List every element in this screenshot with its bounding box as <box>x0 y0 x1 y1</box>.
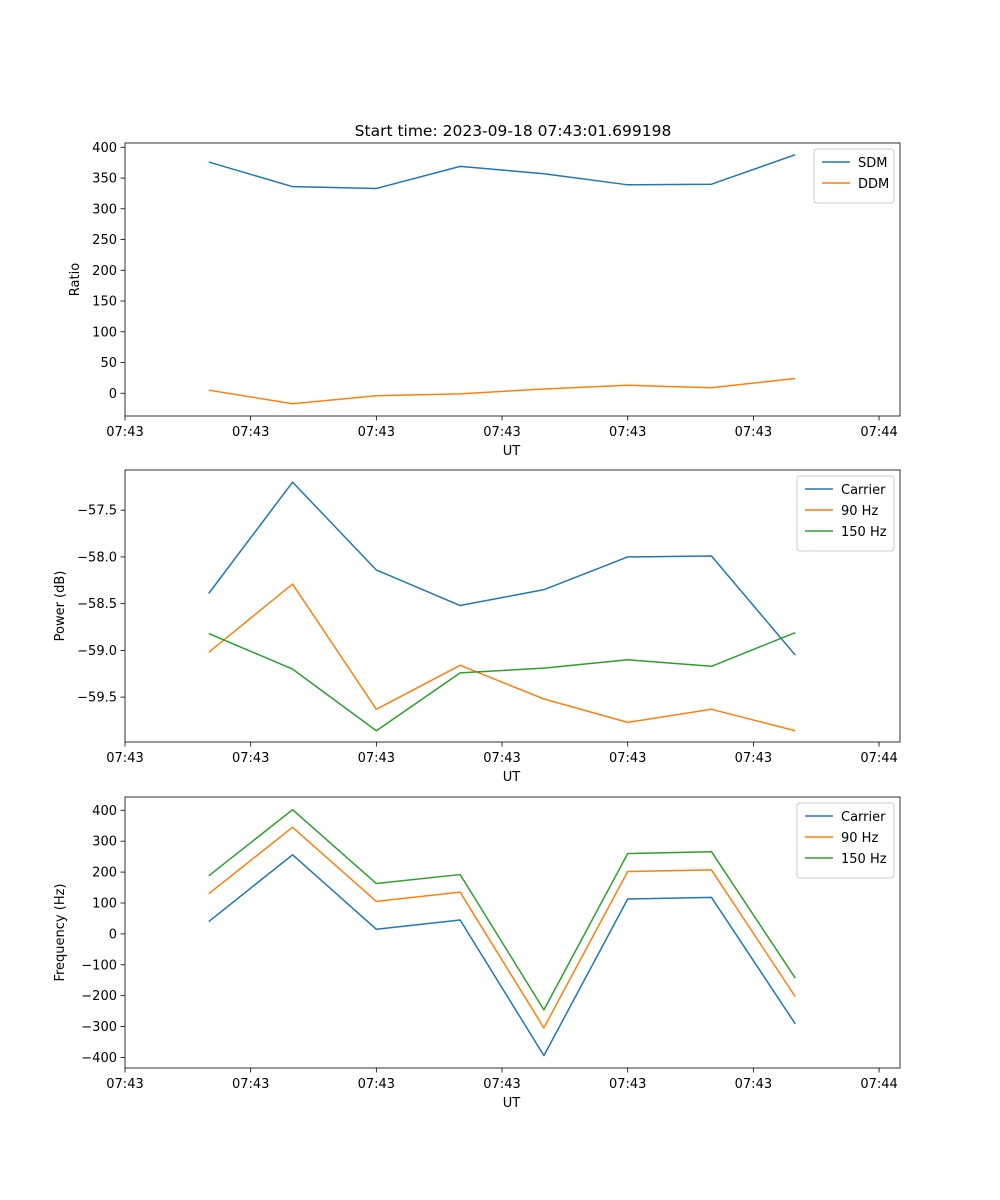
frequency-x-tick-label: 07:43 <box>609 1077 646 1092</box>
ratio-series-ddm <box>208 377 796 405</box>
legend-label: Carrier <box>841 810 886 825</box>
power-x-tick-label: 07:44 <box>860 751 897 766</box>
power-y-tick-label: −59.5 <box>77 691 117 706</box>
ratio-x-tick-label: 07:43 <box>735 425 772 440</box>
frequency-series-carrier <box>208 854 796 1057</box>
frequency-x-tick-label: 07:43 <box>232 1077 269 1092</box>
power-y-tick-label: −59.0 <box>77 644 117 659</box>
ratio-y-tick-label: 350 <box>92 172 117 187</box>
frequency-y-tick-label: 100 <box>92 896 117 911</box>
power-x-axis-label: UT <box>503 770 521 785</box>
ratio-x-tick-label: 07:43 <box>232 425 269 440</box>
ratio-y-tick-label: 150 <box>92 295 117 310</box>
frequency-y-tick-label: 200 <box>92 866 117 881</box>
chart-title: Start time: 2023-09-18 07:43:01.699198 <box>355 122 672 140</box>
legend-label: DDM <box>858 177 889 192</box>
ratio-series-sdm <box>208 153 796 190</box>
legend-label: 150 Hz <box>841 525 887 540</box>
ratio-y-tick-label: 0 <box>109 387 117 402</box>
frequency-panel: 07:43 07:43 07:43 07:43 07:43 07:43 07:44 −400 −… <box>53 796 901 1111</box>
frequency-x-tick-label: 07:43 <box>735 1077 772 1092</box>
ratio-x-axis-label: UT <box>503 444 521 459</box>
power-series-150-hz <box>208 631 796 732</box>
frequency-x-tick-label: 07:43 <box>483 1077 520 1092</box>
frequency-y-tick-label: 0 <box>109 927 117 942</box>
ratio-y-tick-label: 300 <box>92 202 117 217</box>
power-x-tick-label: 07:43 <box>106 751 143 766</box>
frequency-series-90-hz <box>208 826 796 1029</box>
legend-label: 90 Hz <box>841 504 878 519</box>
ratio-x-tick-label: 07:43 <box>483 425 520 440</box>
power-panel: 07:43 07:43 07:43 07:43 07:43 07:43 07:44 −59.5… <box>53 469 901 785</box>
ratio-x-tick-label: 07:43 <box>106 425 143 440</box>
power-x-tick-label: 07:43 <box>358 751 395 766</box>
power-series-carrier <box>208 481 796 656</box>
ratio-y-axis-label: Ratio <box>68 263 83 296</box>
power-x-tick-label: 07:43 <box>483 751 520 766</box>
ratio-y-tick-label: 100 <box>92 325 117 340</box>
frequency-y-tick-label: −200 <box>81 989 117 1004</box>
power-y-axis-label: Power (dB) <box>53 571 68 642</box>
frequency-y-tick-label: −400 <box>81 1051 117 1066</box>
power-x-tick-label: 07:43 <box>735 751 772 766</box>
frequency-y-tick-label: 400 <box>92 804 117 819</box>
ratio-y-tick-label: 250 <box>92 233 117 248</box>
frequency-legend: Carrier 90 Hz 150 Hz <box>796 802 895 879</box>
ratio-axes-frame <box>124 142 901 417</box>
frequency-series-150-hz <box>208 808 796 1011</box>
legend-label: Carrier <box>841 483 886 498</box>
legend-label: 150 Hz <box>841 852 887 867</box>
frequency-y-tick-label: −300 <box>81 1020 117 1035</box>
ratio-y-tick-label: 50 <box>100 356 117 371</box>
power-y-tick-label: −58.5 <box>77 597 117 612</box>
frequency-axes-frame <box>124 796 901 1069</box>
ratio-legend: SDM DDM <box>813 148 895 204</box>
frequency-x-tick-label: 07:43 <box>106 1077 143 1092</box>
ratio-x-tick-label: 07:43 <box>609 425 646 440</box>
frequency-y-axis-label: Frequency (Hz) <box>53 883 68 981</box>
ratio-y-tick-label: 400 <box>92 141 117 156</box>
power-legend: Carrier 90 Hz 150 Hz <box>796 475 895 552</box>
power-y-tick-label: −57.5 <box>77 504 117 519</box>
power-y-tick-label: −58.0 <box>77 550 117 565</box>
power-series-90-hz <box>208 583 796 732</box>
ratio-panel: 07:43 07:43 07:43 07:43 07:43 07:43 07:44 0 50 10… <box>68 141 901 459</box>
ratio-x-tick-label: 07:44 <box>860 425 897 440</box>
frequency-y-tick-label: −100 <box>81 958 117 973</box>
legend-label: 90 Hz <box>841 831 878 846</box>
legend-label: SDM <box>858 156 887 171</box>
power-x-tick-label: 07:43 <box>232 751 269 766</box>
frequency-x-tick-label: 07:43 <box>358 1077 395 1092</box>
power-axes-frame <box>124 469 901 743</box>
frequency-x-axis-label: UT <box>503 1096 521 1111</box>
frequency-x-tick-label: 07:44 <box>860 1077 897 1092</box>
frequency-y-tick-label: 300 <box>92 835 117 850</box>
ratio-y-tick-label: 200 <box>92 264 117 279</box>
power-x-tick-label: 07:43 <box>609 751 646 766</box>
ratio-x-tick-label: 07:43 <box>358 425 395 440</box>
